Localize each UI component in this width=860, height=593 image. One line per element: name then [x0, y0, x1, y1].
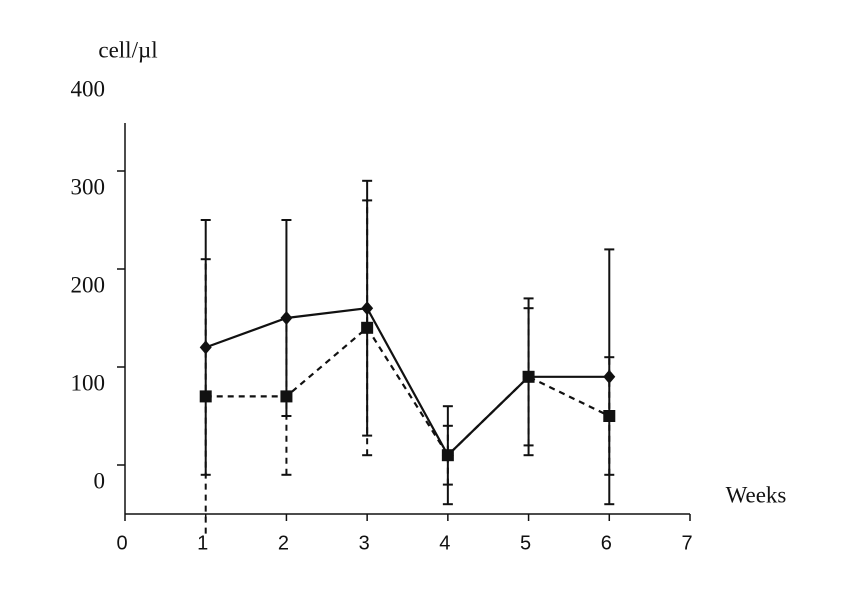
- marker: [199, 390, 212, 403]
- x-axis-label: Weeks: [726, 482, 787, 507]
- y-tick-label: 100: [71, 370, 106, 395]
- x-tick-label: 5: [520, 532, 531, 554]
- series-line: [205, 326, 610, 457]
- x-tick-label: 7: [681, 532, 692, 554]
- series-line: [205, 307, 610, 457]
- x-tick-label: 3: [359, 532, 370, 554]
- marker: [199, 340, 212, 355]
- y-tick-label: 400: [71, 76, 106, 101]
- y-axis-label: cell/µl: [98, 37, 157, 62]
- marker: [280, 390, 293, 403]
- x-tick-label: 2: [278, 532, 289, 554]
- x-tick-label: 6: [601, 532, 612, 554]
- marker: [522, 370, 535, 383]
- y-tick-label: 300: [71, 174, 106, 199]
- y-tick-label: 0: [94, 468, 106, 493]
- x-tick-label: 0: [116, 532, 127, 554]
- x-tick-label: 1: [197, 532, 208, 554]
- x-tick-label: 4: [439, 532, 450, 554]
- marker: [603, 369, 616, 384]
- y-tick-label: 200: [71, 272, 106, 297]
- marker: [361, 321, 374, 334]
- marker: [603, 410, 616, 422]
- marker: [441, 449, 454, 462]
